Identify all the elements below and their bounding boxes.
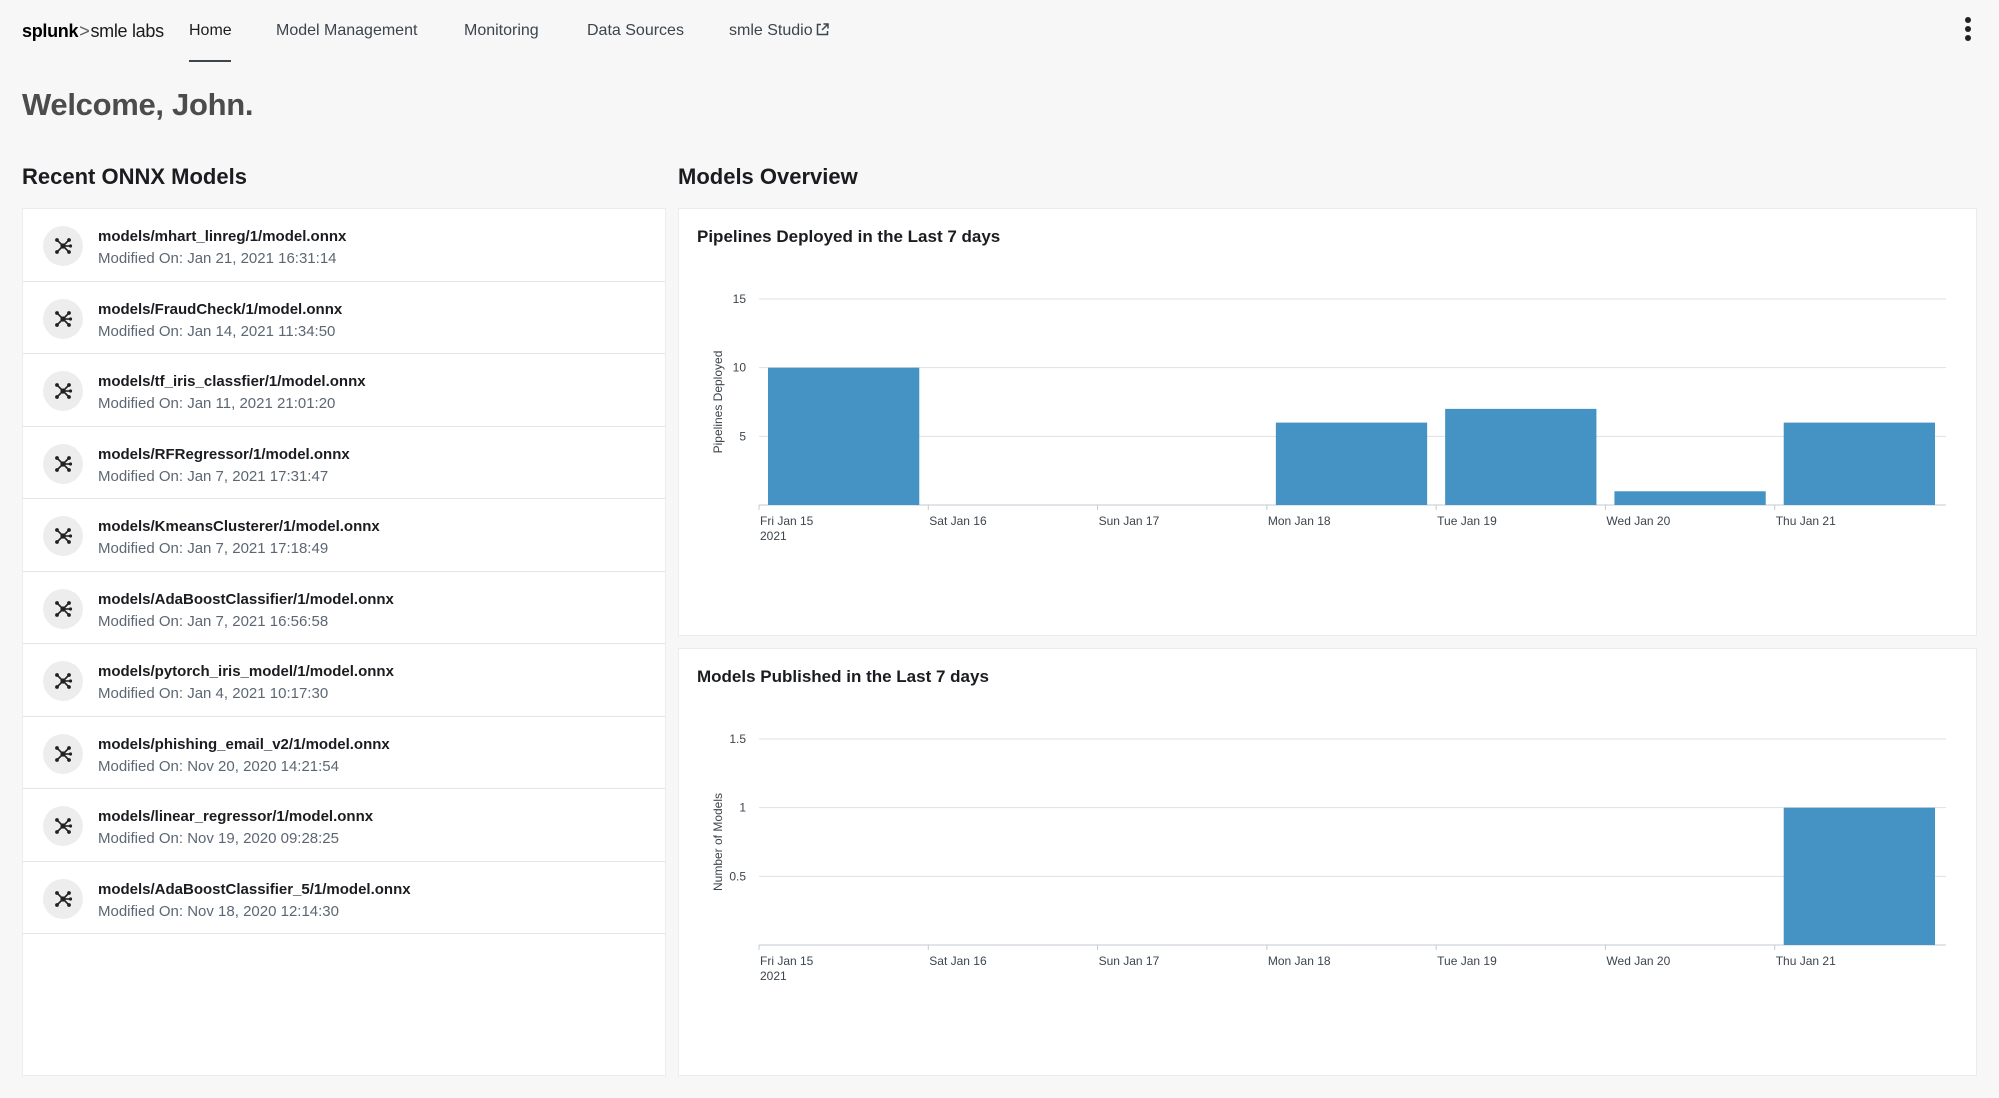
y-tick-label: 10 [733,361,747,375]
y-axis-label: Pipelines Deployed [711,351,725,454]
model-modified-date: Modified On: Nov 20, 2020 14:21:54 [98,757,339,775]
model-modified-date: Modified On: Jan 7, 2021 16:56:58 [98,612,329,630]
model-name: models/mhart_linreg/1/model.onnx [98,228,347,245]
list-item[interactable]: models/tf_iris_classfier/1/model.onnx Mod… [23,354,665,427]
model-modified-date: Modified On: Nov 18, 2020 12:14:30 [98,902,339,920]
model-name: models/RFRegressor/1/model.onnx [98,445,350,463]
model-modified-date: Modified On: Jan 21, 2021 16:31:14 [98,250,337,267]
external-link-icon [816,23,829,36]
model-name: models/KmeansClusterer/1/model.onnx [98,518,380,535]
nav-home[interactable]: Home [189,22,232,39]
list-item[interactable]: models/KmeansClusterer/1/model.onnx Modif… [23,499,665,572]
more-options-icon[interactable] [1958,17,1978,45]
x-tick-label: Mon Jan 18 [1268,954,1331,968]
list-item[interactable]: models/RFRegressor/1/model.onnx Modified … [23,427,665,499]
model-network-icon [43,298,83,339]
x-tick-label: Wed Jan 20 [1606,514,1670,528]
nav-data-sources[interactable]: Data Sources [587,22,684,39]
model-network-icon [43,516,83,556]
x-tick-label: Tue Jan 19 [1437,514,1497,528]
model-name: models/pytorch_iris_model/1/model.onnx [98,663,394,680]
brand-logo[interactable]: splunk>smle labs [22,21,164,42]
model-network-icon [43,226,83,266]
list-item[interactable]: models/AdaBoostClassifier/1/model.onnx Mo… [23,572,665,644]
bar[interactable] [768,367,920,505]
recent-models-title: Recent ONNX Models [22,164,247,189]
list-item[interactable]: models/pytorch_iris_model/1/model.onnx Mo… [23,644,665,717]
bar[interactable] [1783,422,1935,505]
top-nav: splunk>smle labs Home Model Management M… [0,0,1999,64]
recent-models-list: models/mhart_linreg/1/model.onnx Modified… [22,208,666,1076]
model-modified-date: Modified On: Jan 11, 2021 21:01:20 [98,395,336,412]
x-tick-label: Tue Jan 19 [1437,954,1497,968]
x-tick-label: Sun Jan 17 [1099,954,1160,968]
nav-model-management[interactable]: Model Management [276,22,418,39]
y-axis-label: Number of Models [711,793,725,891]
nav-smle-studio[interactable]: smle Studio [729,22,829,40]
x-tick-label: Wed Jan 20 [1606,954,1670,968]
brand-separator: > [79,21,90,41]
models-overview-title: Models Overview [678,164,858,189]
model-name: models/AdaBoostClassifier/1/model.onnx [98,590,394,608]
model-name: models/tf_iris_classfier/1/model.onnx [98,373,366,390]
model-network-icon [43,733,83,774]
model-modified-date: Modified On: Jan 4, 2021 10:17:30 [98,685,329,702]
x-tick-label: Sat Jan 16 [929,954,987,968]
y-tick-label: 1 [739,801,746,815]
x-tick-label: Fri Jan 15 [760,954,814,968]
list-item[interactable]: models/linear_regressor/1/model.onnx Modi… [23,789,665,862]
x-tick-label: Thu Jan 21 [1776,514,1836,528]
y-tick-label: 0.5 [729,869,746,883]
brand-name-bold: splunk [22,21,79,41]
nav-smle-studio-label: smle Studio [729,22,813,39]
x-tick-label: Mon Jan 18 [1268,514,1331,528]
y-tick-label: 1.5 [729,732,746,746]
model-network-icon [43,371,83,411]
model-modified-date: Modified On: Jan 7, 2021 17:31:47 [98,467,329,485]
nav-active-indicator [189,60,231,62]
model-network-icon [43,443,83,484]
nav-monitoring[interactable]: Monitoring [464,22,539,39]
list-item[interactable]: models/AdaBoostClassifier_5/1/model.onnx… [23,862,665,934]
model-modified-date: Modified On: Nov 19, 2020 09:28:25 [98,830,339,847]
list-item[interactable]: models/phishing_email_v2/1/model.onnx Mod… [23,717,665,789]
model-name: models/linear_regressor/1/model.onnx [98,808,374,825]
list-item[interactable]: models/FraudCheck/1/model.onnx Modified O… [23,282,665,354]
x-tick-label: Fri Jan 15 [760,514,814,528]
welcome-heading: Welcome, John. [22,87,254,122]
brand-name-rest: smle labs [90,21,164,41]
models-chart-title: Models Published in the Last 7 days [697,667,989,686]
model-name: models/phishing_email_v2/1/model.onnx [98,735,390,753]
x-tick-label: Thu Jan 21 [1776,954,1836,968]
model-network-icon [43,806,83,846]
x-tick-year-label: 2021 [760,969,787,983]
bar[interactable] [1445,408,1597,505]
x-tick-label: Sat Jan 16 [929,514,987,528]
bar[interactable] [1614,491,1766,505]
model-modified-date: Modified On: Jan 14, 2021 11:34:50 [98,322,336,340]
y-tick-label: 15 [733,292,747,306]
y-tick-label: 5 [739,429,746,443]
x-tick-label: Sun Jan 17 [1099,514,1160,528]
bar[interactable] [1275,422,1428,505]
x-tick-year-label: 2021 [760,529,787,543]
pipelines-deployed-panel: Pipelines Deployed in the Last 7 days 5 1… [678,208,1977,636]
model-network-icon [43,588,83,629]
list-item[interactable]: models/mhart_linreg/1/model.onnx Modified… [23,209,665,282]
model-network-icon [43,661,83,701]
models-published-panel: Models Published in the Last 7 days 0.5 1… [678,648,1977,1076]
model-name: models/FraudCheck/1/model.onnx [98,300,343,318]
bar[interactable] [1783,807,1935,945]
model-name: models/AdaBoostClassifier_5/1/model.onnx [98,880,411,898]
model-modified-date: Modified On: Jan 7, 2021 17:18:49 [98,540,329,557]
model-network-icon [43,878,83,919]
pipelines-chart-title: Pipelines Deployed in the Last 7 days [697,227,1001,246]
